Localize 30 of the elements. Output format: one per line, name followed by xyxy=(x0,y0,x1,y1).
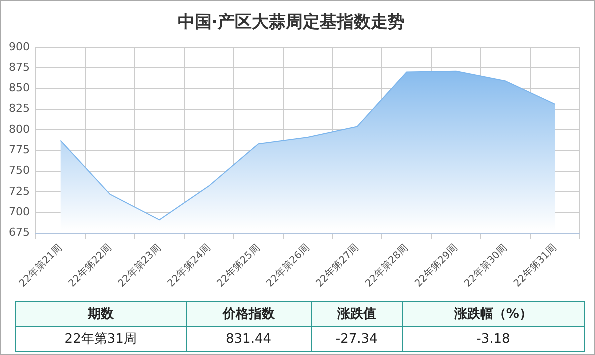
x-tick-label: 22年第26周 xyxy=(264,242,312,290)
text: 涨跌值 xyxy=(311,302,402,326)
y-tick-label: 875 xyxy=(8,60,30,74)
y-tick-label: 900 xyxy=(8,40,30,54)
x-tick-label: 22年第29周 xyxy=(412,242,460,290)
y-tick-label: 800 xyxy=(8,122,30,136)
x-tick-label: 22年第31周 xyxy=(512,242,560,290)
y-tick-label: 725 xyxy=(8,184,30,198)
x-tick-label: 22年第25周 xyxy=(214,242,262,290)
y-tick-label: 675 xyxy=(8,226,30,240)
y-tick-label: 825 xyxy=(8,102,30,116)
text: 涨跌幅（%） xyxy=(402,302,584,326)
x-tick-label: 22年第24周 xyxy=(165,242,214,290)
x-tick-label: 22年第22周 xyxy=(66,242,114,290)
x-tick-label: 22年第23周 xyxy=(116,242,164,290)
chart-title: 中国·产区大蒜周定基指数走势 xyxy=(178,12,406,33)
x-tick-label: 22年第28周 xyxy=(363,242,411,290)
x-tick-label: 22年第30周 xyxy=(462,242,510,290)
text: -27.34 xyxy=(311,326,402,352)
y-tick-label: 775 xyxy=(8,144,30,157)
text: 22年第31周 xyxy=(16,326,186,352)
y-tick-label: 850 xyxy=(8,82,30,95)
text: -3.18 xyxy=(402,326,584,352)
y-tick-label: 700 xyxy=(8,206,30,219)
text: 期数 xyxy=(16,302,186,326)
text: 831.44 xyxy=(186,326,312,352)
x-tick-label: 22年第21周 xyxy=(16,242,65,290)
x-tick-label: 22年第27周 xyxy=(314,242,362,290)
text: 价格指数 xyxy=(186,302,312,326)
y-tick-label: 750 xyxy=(8,164,30,178)
